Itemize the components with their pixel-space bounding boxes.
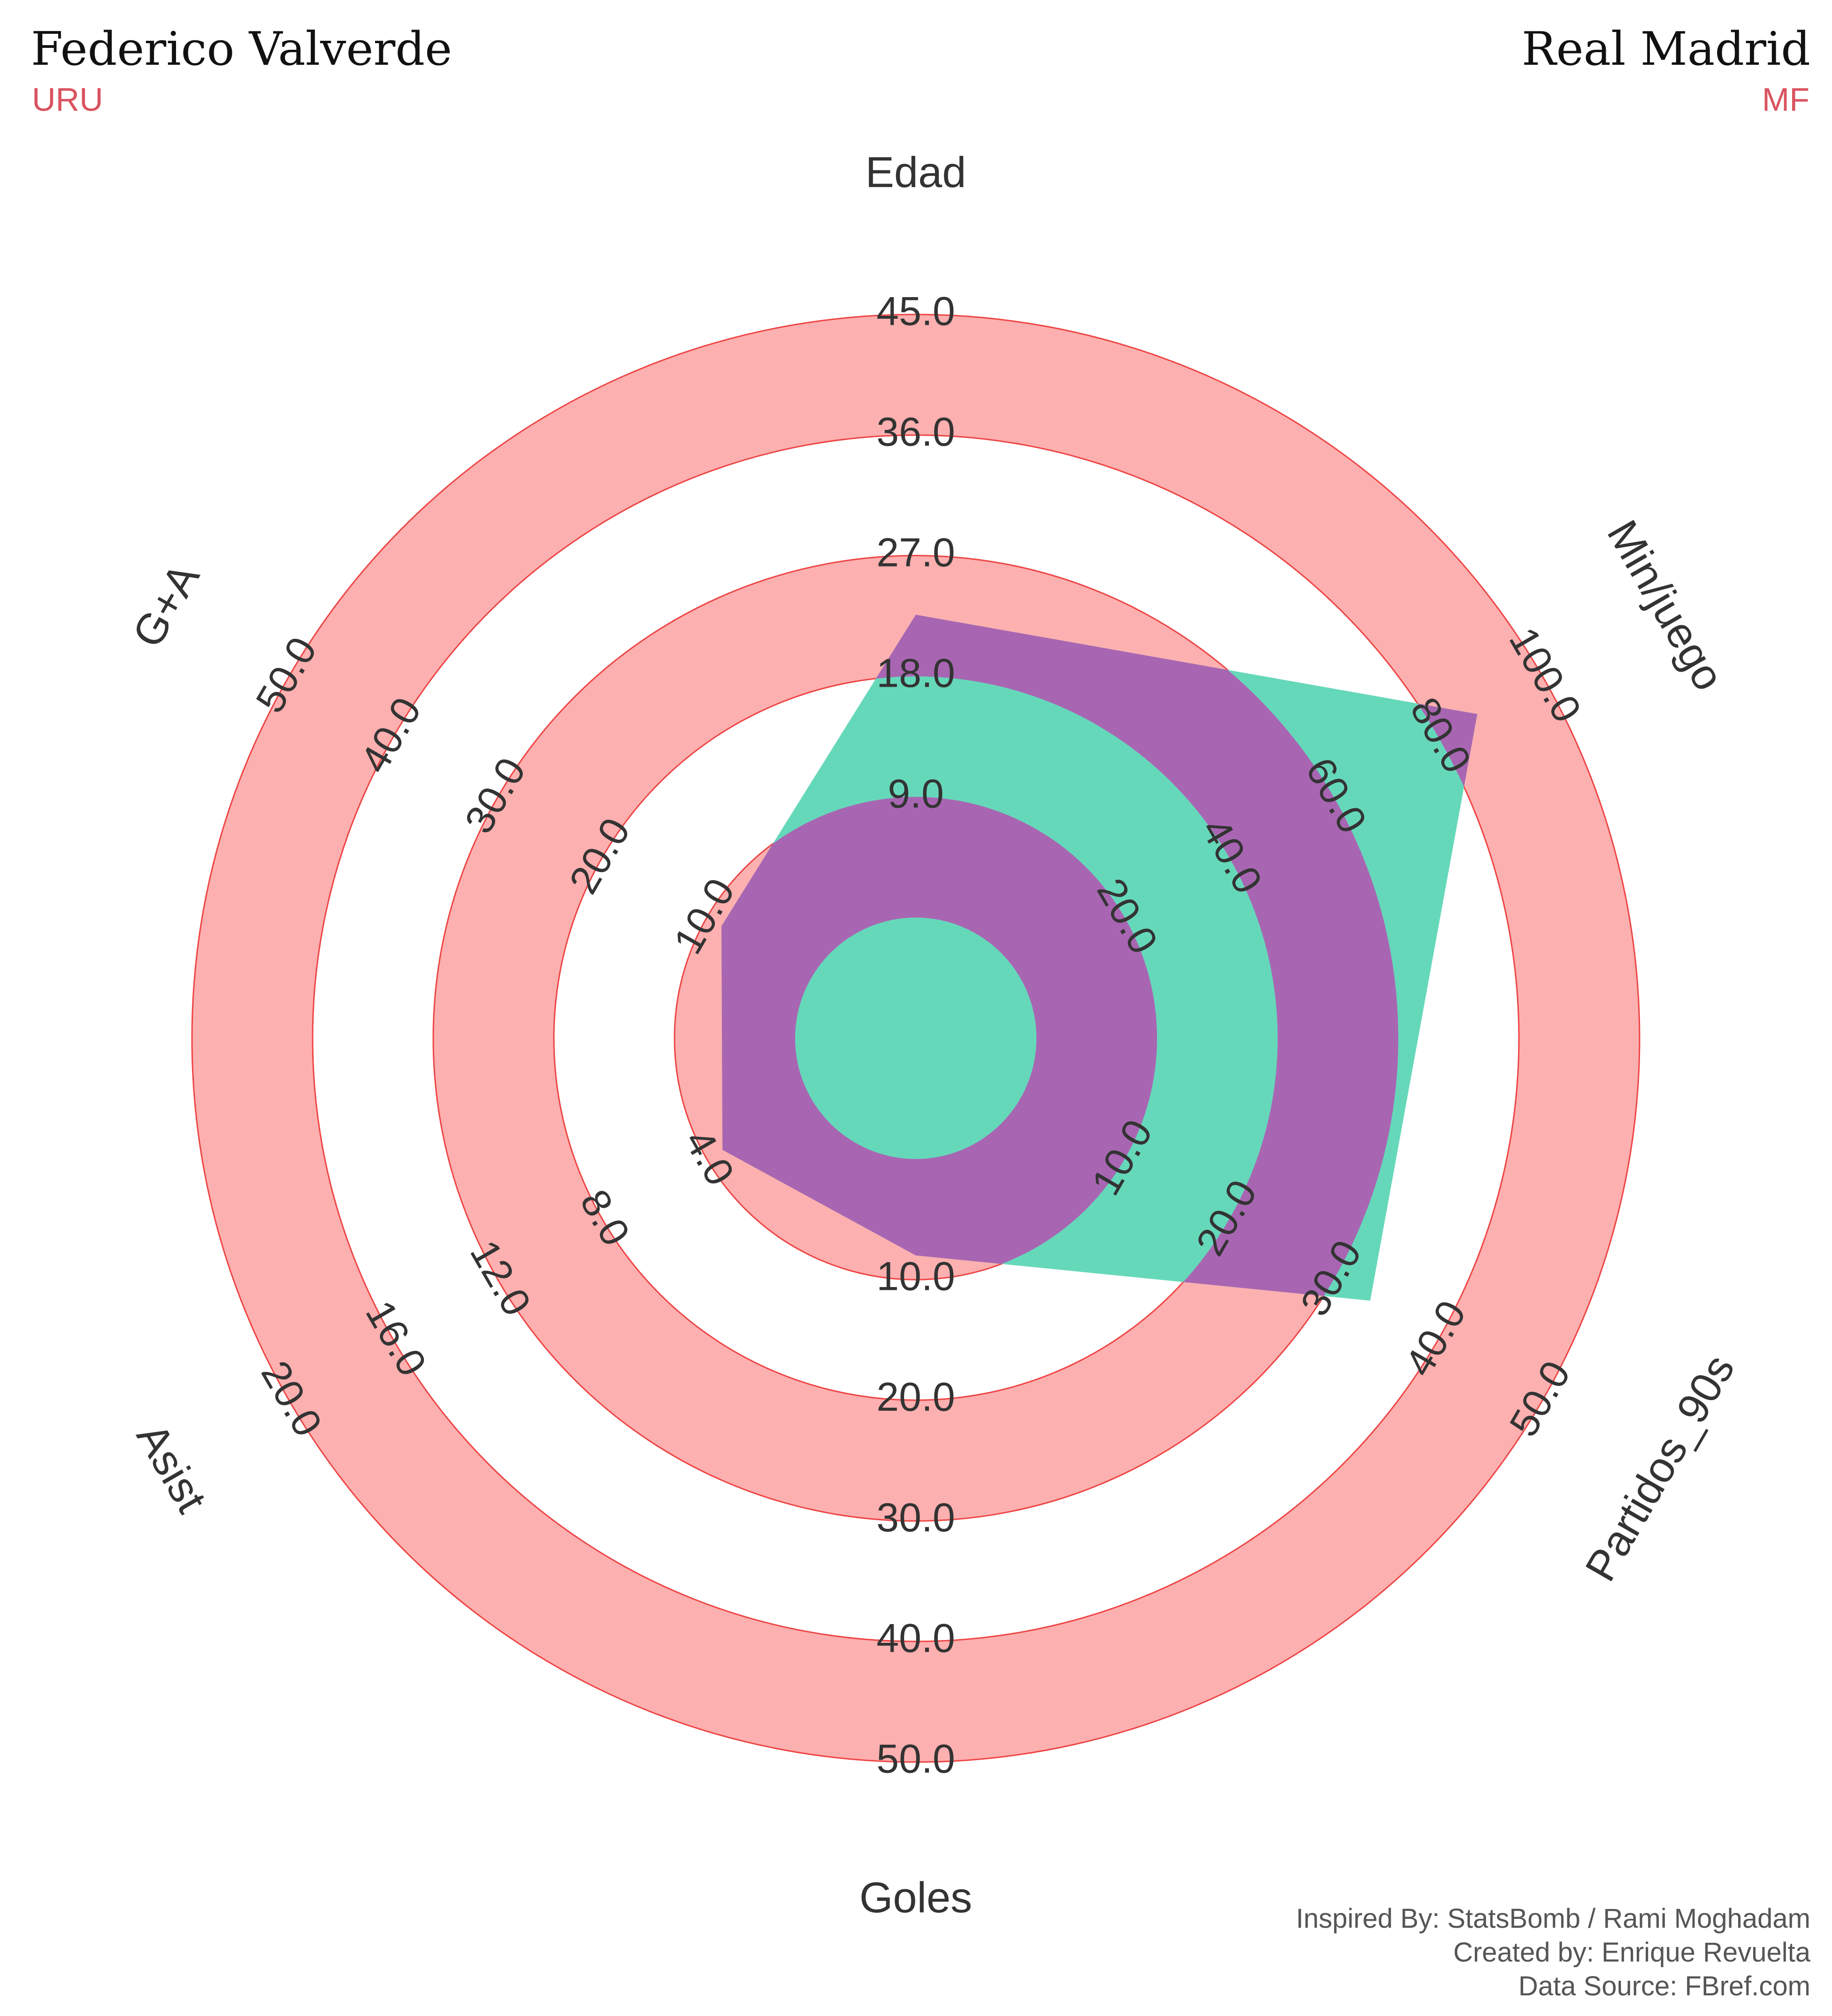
tick-label: 30.0 <box>876 1495 955 1541</box>
tick-label: 18.0 <box>876 651 955 696</box>
tick-label: 40.0 <box>876 1616 955 1661</box>
team-name: Real Madrid <box>1522 23 1810 76</box>
tick-label: 20.0 <box>876 1375 955 1420</box>
tick-label: 36.0 <box>876 410 955 455</box>
axis-label: Goles <box>859 1874 972 1922</box>
player-nationality: URU <box>32 81 103 118</box>
footer-inspired: Inspired By: StatsBomb / Rami Moghadam <box>1296 1902 1810 1936</box>
player-name: Federico Valverde <box>31 23 452 76</box>
footer-created: Created by: Enrique Revuelta <box>1296 1936 1810 1970</box>
player-position: MF <box>1762 81 1809 118</box>
tick-label: 50.0 <box>876 1737 955 1782</box>
axis-label: Partidos_90s <box>1576 1347 1744 1589</box>
axis-label: Edad <box>866 149 966 197</box>
tick-label: 45.0 <box>876 289 955 334</box>
footer-source: Data Source: FBref.com <box>1296 1970 1810 2003</box>
tick-label: 9.0 <box>888 772 944 817</box>
axis-label: Min/juego <box>1598 513 1733 698</box>
axis-label: G+A <box>123 555 209 655</box>
footer-credits: Inspired By: StatsBomb / Rami Moghadam C… <box>1296 1902 1810 2003</box>
tick-label: 27.0 <box>876 530 955 575</box>
center-disc <box>795 918 1036 1159</box>
tick-label: 10.0 <box>876 1254 955 1299</box>
axis-label: Asist <box>127 1416 215 1521</box>
